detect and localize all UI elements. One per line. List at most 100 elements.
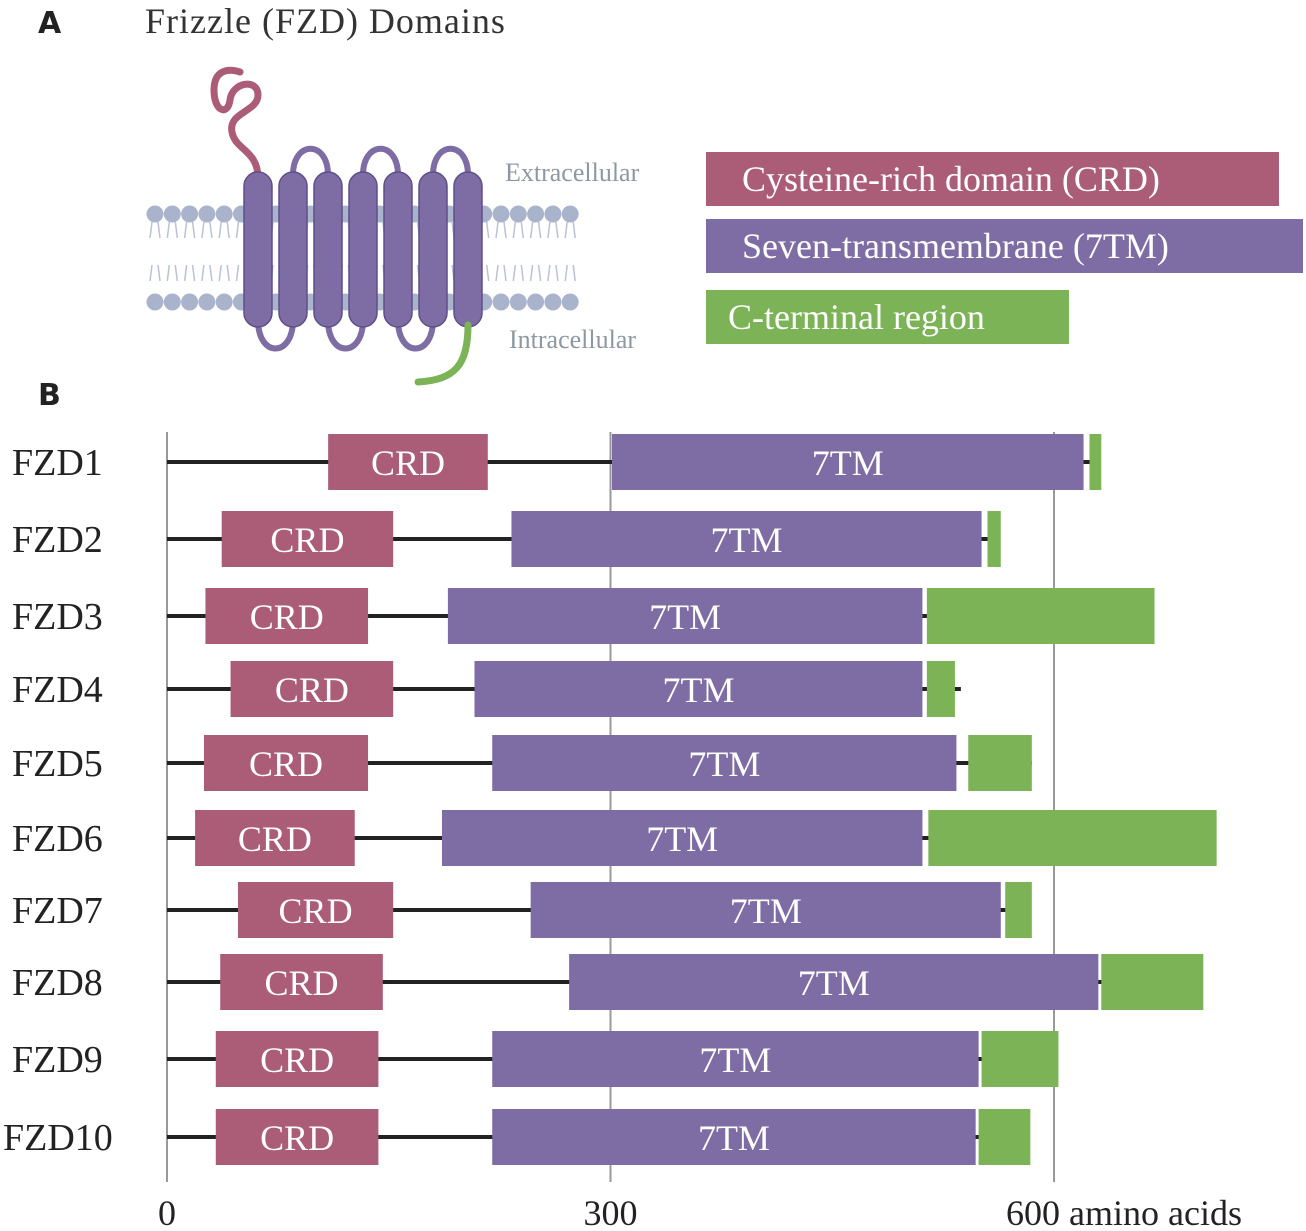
legend-7tm: Seven-transmembrane (7TM) [706,219,1303,273]
crd-domain-label: CRD [238,819,312,859]
tm-domain-bar [492,735,957,791]
lipid-head [215,205,233,223]
panel-b-letter: B [38,378,61,413]
protein-row-fzd10: FZD10 CRD 7TM [3,1109,1031,1165]
lipid-head [492,293,510,311]
transmembrane-helix [453,171,483,328]
lipid-tail [529,264,542,282]
tm-domain-label: 7TM [688,744,760,784]
crd-domain-bar [205,588,369,644]
protein-name: FZD4 [12,669,103,711]
lipid-head [527,293,545,311]
lipid-tail [218,264,230,282]
transmembrane-helix [243,171,273,328]
lipid-tail [564,264,576,282]
tm-domain-bar [511,511,982,567]
lipid-tail [547,221,559,239]
c-terminal-bar [968,735,1032,791]
c-terminal-bar [978,1109,1031,1165]
intracellular-label: Intracellular [509,325,637,354]
c-terminal-bar [987,511,1001,567]
tick-label-300: 300 [584,1193,638,1231]
crd-domain-label: CRD [249,744,323,784]
tm-domain-label: 7TM [812,443,884,483]
fzd-receptor-illustration [210,66,483,386]
lipid-head [492,205,510,223]
lipid-tail [166,221,179,239]
crd-loop [210,66,262,182]
protein-row-fzd9: FZD9 CRD 7TM [12,1031,1059,1087]
tm-domain-bar [447,588,923,644]
protein-row-fzd8: FZD8 CRD 7TM [12,954,1204,1010]
crd-domain-bar [221,511,394,567]
lipid-tail [183,264,196,282]
intracellular-loop [255,319,296,352]
lipid-head [163,205,181,223]
lipid-tail [149,264,161,282]
transmembrane-helix [278,171,308,328]
tm-domain-bar [492,1031,979,1087]
panel-a-letter: A [38,6,62,41]
tm-domain-label: 7TM [699,1040,771,1080]
lipid-head [544,293,562,311]
intracellular-loop [325,319,366,352]
tm-domain-label: 7TM [798,963,870,1003]
lipid-tail [495,221,507,239]
protein-rows: FZD1 CRD 7TM FZD2 CRD 7TM FZD3 CRD 7TM FZD4 CRD 7TM… [3,434,1217,1165]
protein-name: FZD9 [12,1039,103,1081]
lipid-tail [512,221,525,239]
tm-domain-label: 7TM [711,520,783,560]
legend-crd: Cysteine-rich domain (CRD) [706,152,1279,206]
c-terminal-bar [1101,954,1204,1010]
protein-name: FZD7 [12,890,103,932]
protein-row-fzd4: FZD4 CRD 7TM [12,661,961,717]
protein-name: FZD3 [12,596,103,638]
lipid-head [146,293,164,311]
lipid-head [561,293,579,311]
protein-row-fzd1: FZD1 CRD 7TM [12,434,1102,490]
lipid-head [509,205,527,223]
tm-domain-label: 7TM [698,1118,770,1158]
crd-domain-label: CRD [371,443,445,483]
tm-domain-label: 7TM [649,597,721,637]
crd-domain-label: CRD [260,1118,334,1158]
tm-domain-bar [492,1109,976,1165]
protein-name: FZD1 [12,442,103,484]
extracellular-label: Extracellular [505,158,640,187]
crd-domain-label: CRD [270,520,344,560]
crd-domain-label: CRD [250,597,324,637]
transmembrane-helix [348,171,378,328]
lipid-tail [495,264,507,282]
lipid-tail [218,221,230,239]
crd-domain-bar [230,661,394,717]
extracellular-loop [430,145,471,176]
transmembrane-helix [313,171,343,328]
protein-row-fzd7: FZD7 CRD 7TM [12,882,1032,938]
lipid-head [561,205,579,223]
lipid-tail [564,221,576,239]
axis-tick-labels: 0 300 600 amino acids [158,1193,1242,1231]
extracellular-loop [290,145,331,176]
crd-domain-label: CRD [260,1040,334,1080]
crd-domain-bar [237,882,394,938]
protein-name: FZD8 [12,962,103,1004]
transmembrane-helix [383,171,413,328]
lipid-tail [547,264,559,282]
lipid-head [544,205,562,223]
crd-domain-label: CRD [265,963,339,1003]
crd-domain-bar [215,1109,379,1165]
tm-domain-bar [530,882,1001,938]
legend-c-terminal: C-terminal region [706,290,1069,344]
protein-name: FZD2 [12,519,103,561]
tm-domain-bar [441,810,923,866]
crd-domain-bar [220,954,383,1010]
lipid-tail [149,221,161,239]
crd-domain-label: CRD [275,670,349,710]
panel-a-title: Frizzle (FZD) Domains [145,1,506,41]
protein-name: FZD6 [12,818,103,860]
tm-domain-bar [569,954,1099,1010]
c-terminal-bar [926,588,1155,644]
protein-row-fzd6: FZD6 CRD 7TM [12,810,1217,866]
crd-domain-bar [195,810,355,866]
